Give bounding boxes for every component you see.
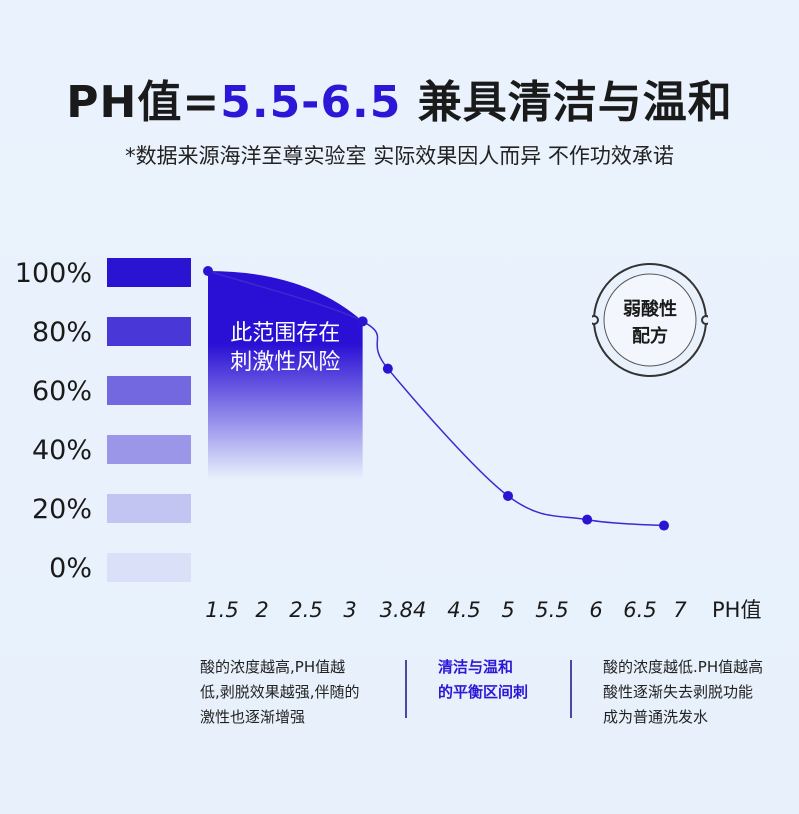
y-level-bar — [107, 376, 191, 405]
x-tick-label: 2 — [255, 598, 268, 622]
data-point — [382, 363, 393, 374]
y-tick-label: 100% — [15, 258, 92, 289]
data-point — [659, 520, 669, 531]
note-right-line: 酸性逐渐失去剥脱功能 — [603, 683, 754, 701]
risk-region-label: 此范围存在 — [230, 321, 340, 346]
data-point — [582, 514, 593, 525]
note-left-line: 酸的浓度越高,PH值越 — [200, 658, 346, 676]
x-axis-label: PH值 — [712, 598, 761, 622]
title-suffix: 兼具清洁与温和 — [401, 77, 733, 128]
y-level-bar — [107, 435, 191, 464]
note-right-line: 酸的浓度越低.PH值越高 — [603, 658, 764, 676]
note-middle-line: 清洁与温和 — [438, 658, 514, 676]
y-level-bar — [107, 553, 191, 582]
note-left-line: 低,剥脱效果越强,伴随的 — [200, 683, 360, 701]
note-middle-line: 的平衡区间刺 — [438, 683, 529, 701]
x-tick-label: 4.5 — [447, 598, 480, 622]
badge-line2: 配方 — [632, 326, 668, 347]
title-prefix: PH值= — [66, 77, 221, 128]
x-tick-label: 6.5 — [623, 598, 656, 622]
x-tick-label: 5 — [501, 598, 514, 622]
badge-text: 弱酸性 配方 — [592, 296, 708, 350]
badge-line1: 弱酸性 — [623, 299, 677, 320]
y-tick-label: 40% — [32, 435, 92, 466]
note-left-line: 激性也逐渐增强 — [200, 708, 306, 726]
y-tick-label: 80% — [32, 317, 92, 348]
y-tick-label: 0% — [49, 553, 92, 584]
risk-region-label: 刺激性风险 — [230, 350, 340, 375]
data-point — [357, 316, 368, 327]
x-tick-label: 5.5 — [535, 598, 568, 622]
x-tick-label: 2.5 — [289, 598, 322, 622]
x-tick-label: 7 — [673, 598, 687, 622]
y-tick-label: 60% — [32, 376, 92, 407]
page-title: PH值=5.5-6.5 兼具清洁与温和 — [0, 66, 799, 130]
x-tick-label: 3.84 — [380, 598, 427, 622]
subtitle: *数据来源海洋至尊实验室 实际效果因人而异 不作功效承诺 — [125, 144, 674, 168]
y-tick-label: 20% — [32, 494, 92, 525]
y-level-bar — [107, 317, 191, 346]
note-right-line: 成为普通洗发水 — [603, 708, 709, 726]
risk-region — [208, 271, 363, 480]
note-left: 酸的浓度越高,PH值越 低,剥脱效果越强,伴随的 激性也逐渐增强 — [200, 655, 360, 730]
note-right: 酸的浓度越低.PH值越高 酸性逐渐失去剥脱功能 成为普通洗发水 — [603, 655, 763, 730]
y-level-bar — [107, 258, 191, 287]
data-point — [503, 490, 513, 501]
title-highlight: 5.5-6.5 — [220, 77, 402, 128]
weak-acid-badge — [592, 263, 708, 377]
x-tick-label: 6 — [589, 598, 602, 622]
divider — [405, 660, 407, 718]
divider — [570, 660, 572, 718]
note-middle: 清洁与温和的平衡区间刺 — [438, 655, 528, 705]
x-tick-label: 3 — [343, 598, 356, 622]
x-tick-label: 1.5 — [205, 598, 238, 622]
y-level-bar — [107, 494, 191, 523]
data-point — [203, 266, 213, 276]
